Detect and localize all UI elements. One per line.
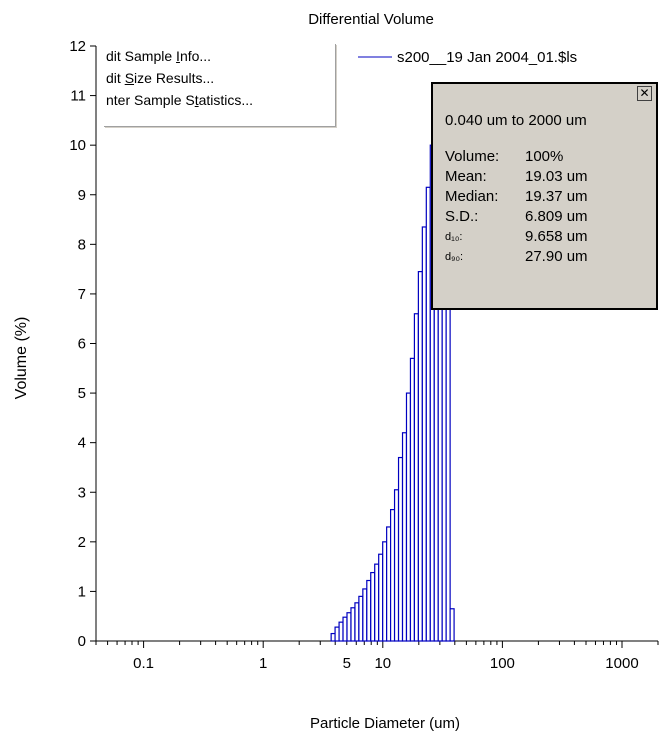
y-tick-label: 2 <box>78 534 86 551</box>
y-axis-label: Volume (%) <box>13 317 30 400</box>
x-tick-label: 0.1 <box>133 655 154 672</box>
stat-label-mean: Mean: <box>445 168 487 185</box>
y-tick-label: 3 <box>78 484 86 501</box>
x-axis-label: Particle Diameter (um) <box>310 715 460 732</box>
y-tick-label: 6 <box>78 336 86 353</box>
x-tick-label: 100 <box>490 655 515 672</box>
y-tick-label: 5 <box>78 385 86 402</box>
histogram-bar <box>378 553 384 642</box>
legend-label: s200__19 Jan 2004_01.$ls <box>397 49 577 66</box>
menu-item-edit-size-results[interactable]: dit Size Results... <box>106 70 215 86</box>
stat-value-mean: 19.03 um <box>525 168 588 185</box>
stat-value-sd: 6.809 um <box>525 208 588 225</box>
y-tick-label: 0 <box>78 633 86 650</box>
close-icon[interactable]: ✕ <box>637 86 652 101</box>
y-tick-label: 11 <box>70 88 86 105</box>
x-tick-label: 10 <box>374 655 391 672</box>
x-tick-label: 5 <box>343 655 351 672</box>
stat-label-volume: Volume: <box>445 148 500 165</box>
chart-title: Differential Volume <box>308 11 434 28</box>
y-tick-label: 8 <box>78 236 86 253</box>
stat-label-median: Median: <box>445 188 499 205</box>
context-menu: dit Sample Info... dit Size Results... n… <box>104 44 336 127</box>
stat-label-d10: d₁₀: <box>445 231 463 243</box>
histogram-bar <box>334 626 340 642</box>
size-range: 0.040 um to 2000 um <box>445 112 587 129</box>
stat-value-d90: 27.90 um <box>525 248 588 265</box>
stat-label-sd: S.D.: <box>445 208 479 225</box>
stat-value-median: 19.37 um <box>525 188 588 205</box>
y-tick-label: 10 <box>69 137 86 154</box>
stat-value-d10: 9.658 um <box>525 228 588 245</box>
x-tick-label: 1 <box>259 655 267 672</box>
y-tick-label: 9 <box>78 187 86 204</box>
menu-item-enter-sample-statistics[interactable]: nter Sample Statistics... <box>106 92 254 108</box>
menu-item-edit-sample-info[interactable]: dit Sample Info... <box>106 48 212 64</box>
y-tick-label: 12 <box>69 38 86 55</box>
x-tick-label: 1000 <box>605 655 638 672</box>
y-tick-label: 1 <box>78 583 86 600</box>
y-tick-label: 7 <box>78 286 86 303</box>
statistics-panel: ✕ 0.040 um to 2000 um Volume: 100% Mean:… <box>431 82 658 310</box>
stat-value-volume: 100% <box>525 148 564 165</box>
stat-label-d90: d₉₀: <box>445 251 464 263</box>
legend: s200__19 Jan 2004_01.$ls <box>358 49 577 66</box>
histogram-bar <box>449 608 455 642</box>
y-tick-label: 4 <box>78 435 86 452</box>
